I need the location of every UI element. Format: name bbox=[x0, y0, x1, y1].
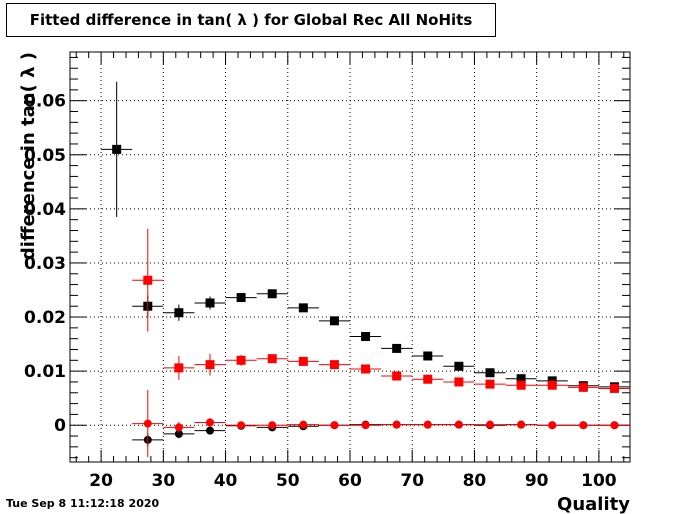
square-marker bbox=[174, 363, 184, 373]
circle-marker bbox=[206, 426, 214, 435]
circle-marker bbox=[237, 421, 246, 430]
data-series bbox=[132, 390, 630, 458]
square-marker bbox=[485, 368, 495, 378]
y-tick-label: 0.05 bbox=[24, 146, 66, 166]
data-points bbox=[101, 81, 630, 458]
circle-marker bbox=[517, 420, 526, 429]
circle-marker bbox=[392, 420, 401, 429]
square-marker bbox=[174, 308, 184, 318]
y-tick-label: 0.01 bbox=[24, 362, 66, 382]
circle-marker bbox=[143, 419, 152, 428]
square-marker bbox=[423, 374, 433, 384]
x-axis-label: Quality bbox=[557, 494, 630, 514]
x-tick-label: 30 bbox=[151, 471, 175, 491]
x-tick-label: 70 bbox=[400, 471, 424, 491]
circle-marker bbox=[330, 421, 339, 430]
y-tick-label: 0.02 bbox=[24, 308, 66, 328]
square-marker bbox=[609, 383, 619, 393]
y-axis-label: difference in tan( λ ) bbox=[18, 52, 39, 260]
x-tick-label: 100 bbox=[581, 471, 617, 491]
square-marker bbox=[361, 332, 371, 342]
y-tick-label: 0 bbox=[54, 416, 66, 436]
grid bbox=[70, 52, 630, 462]
square-marker bbox=[392, 371, 402, 381]
square-marker bbox=[329, 316, 339, 326]
x-tick-label: 50 bbox=[276, 471, 300, 491]
square-marker bbox=[236, 293, 246, 303]
y-tick-label: 0.06 bbox=[24, 92, 66, 112]
square-marker bbox=[423, 351, 433, 361]
square-marker bbox=[236, 355, 246, 365]
square-marker bbox=[516, 380, 526, 390]
x-tick-label: 80 bbox=[463, 471, 487, 491]
x-tick-label: 90 bbox=[525, 471, 549, 491]
square-marker bbox=[547, 380, 557, 390]
square-marker bbox=[361, 364, 371, 374]
x-tick-label: 20 bbox=[89, 471, 113, 491]
square-marker bbox=[392, 343, 402, 353]
axis-ticks: 20 30 40 50 60 70 80 90 100 0 0.01 0.02 0.03 0.04 0.05… bbox=[24, 52, 630, 491]
x-tick-label: 40 bbox=[214, 471, 238, 491]
square-marker bbox=[205, 360, 215, 370]
square-marker bbox=[454, 361, 464, 371]
circle-marker bbox=[610, 421, 619, 430]
circle-marker bbox=[454, 420, 463, 429]
square-marker bbox=[112, 144, 122, 154]
chart-title: Fitted difference in tan( λ ) for Global… bbox=[6, 3, 496, 37]
square-marker bbox=[267, 354, 277, 364]
square-marker bbox=[485, 379, 495, 389]
square-marker bbox=[516, 374, 526, 384]
circle-marker bbox=[579, 421, 588, 430]
circle-marker bbox=[268, 421, 277, 430]
circle-marker bbox=[361, 421, 370, 430]
y-tick-label: 0.03 bbox=[24, 254, 66, 274]
square-marker bbox=[298, 303, 308, 313]
circle-marker bbox=[299, 420, 308, 429]
square-marker bbox=[329, 360, 339, 370]
square-marker bbox=[578, 382, 588, 392]
y-tick-label: 0.04 bbox=[24, 200, 66, 220]
square-marker bbox=[143, 275, 153, 285]
data-series bbox=[132, 228, 630, 393]
circle-marker bbox=[206, 418, 214, 427]
circle-marker bbox=[486, 420, 494, 429]
data-series bbox=[101, 81, 630, 392]
square-marker bbox=[205, 298, 215, 308]
square-marker bbox=[454, 377, 464, 387]
square-marker bbox=[267, 289, 277, 299]
circle-marker bbox=[423, 420, 432, 429]
square-marker bbox=[298, 356, 308, 366]
x-tick-label: 60 bbox=[338, 471, 362, 491]
timestamp: Tue Sep 8 11:12:18 2020 bbox=[6, 497, 160, 510]
circle-marker bbox=[174, 423, 183, 432]
circle-marker bbox=[548, 421, 557, 430]
circle-marker bbox=[174, 429, 183, 438]
